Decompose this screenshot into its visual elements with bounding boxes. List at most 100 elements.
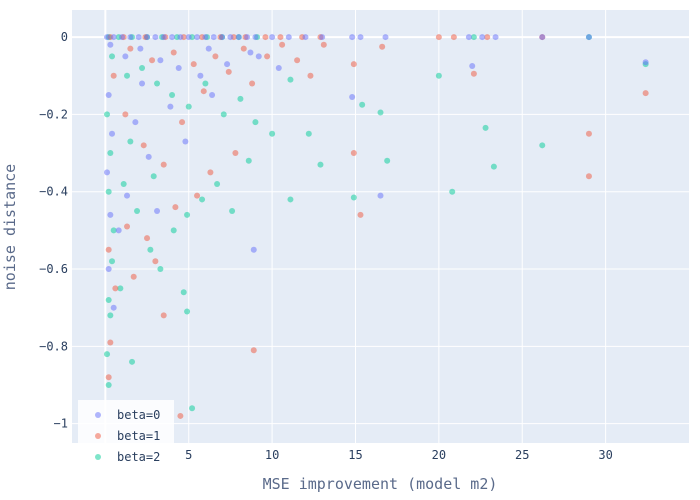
x-axis-title: MSE improvement (model m2) [263,475,498,493]
data-point-beta-2 [252,119,259,126]
data-point-beta-2 [237,95,244,102]
data-point-beta-2 [245,157,252,164]
data-point-beta-2 [490,163,497,170]
data-point-beta-2 [539,142,546,149]
data-point-beta-0 [194,34,201,41]
data-point-beta-2 [169,92,176,99]
data-point-beta-1 [320,41,327,48]
data-point-beta-0 [492,34,499,41]
legend-background [78,400,174,470]
plot-area [72,10,689,443]
data-point-beta-0 [244,34,251,41]
data-point-beta-0 [465,34,472,41]
x-tick-label: 20 [432,448,446,462]
data-point-beta-0 [247,49,254,56]
data-point-beta-1 [112,285,119,292]
data-point-beta-0 [135,34,142,41]
data-point-beta-0 [302,34,309,41]
data-point-beta-1 [350,61,357,68]
data-point-beta-1 [279,41,286,48]
data-point-beta-2 [384,157,391,164]
data-point-beta-2 [154,80,161,87]
data-point-beta-2 [287,76,294,83]
data-point-beta-0 [479,34,486,41]
legend-item-beta-1[interactable]: beta=1 [95,429,160,443]
legend[interactable]: beta=0 beta=1 beta=2 [78,400,174,470]
data-point-beta-2 [170,227,177,234]
data-point-beta-1 [124,223,131,230]
data-point-beta-1 [170,49,177,56]
data-point-beta-1 [177,412,184,419]
data-point-beta-2 [377,109,384,116]
data-point-beta-2 [305,130,312,137]
data-point-beta-0 [382,34,389,41]
x-tick-label: 25 [515,448,529,462]
data-point-beta-2 [107,312,114,319]
data-point-beta-2 [229,208,236,215]
data-point-beta-1 [307,72,314,79]
data-point-beta-0 [177,34,184,41]
data-point-beta-0 [227,34,234,41]
data-point-beta-0 [127,34,134,41]
data-point-beta-1 [140,142,147,149]
data-point-beta-0 [139,80,146,87]
data-point-beta-1 [642,90,649,97]
data-point-beta-1 [250,347,257,354]
data-point-beta-2 [105,382,112,389]
data-point-beta-2 [359,101,366,108]
data-points [104,34,649,419]
data-point-beta-0 [275,64,282,71]
data-point-beta-1 [225,68,232,75]
data-point-beta-2 [220,111,227,118]
data-point-beta-1 [160,161,167,168]
data-point-beta-0 [144,34,151,41]
data-point-beta-0 [235,34,242,41]
y-tick-label: −0.2 [39,107,68,121]
x-tick-label: 15 [348,448,362,462]
legend-item-beta-2[interactable]: beta=2 [95,450,160,464]
data-point-beta-2 [147,246,154,253]
data-point-beta-1 [190,61,197,68]
data-point-beta-2 [202,80,209,87]
data-point-beta-2 [134,208,141,215]
data-point-beta-1 [105,374,112,381]
data-point-beta-1 [264,53,271,60]
data-point-beta-0 [197,72,204,79]
data-point-beta-0 [105,92,112,99]
data-point-beta-0 [167,103,174,110]
data-point-beta-1 [585,173,592,180]
data-point-beta-0 [107,211,114,218]
data-point-beta-0 [250,246,257,253]
data-point-beta-2 [109,258,116,265]
data-point-beta-0 [115,227,122,234]
data-point-beta-2 [105,296,112,303]
data-point-beta-0 [219,34,226,41]
data-point-beta-0 [105,266,112,273]
data-point-beta-0 [252,34,259,41]
data-point-beta-0 [169,34,176,41]
data-point-beta-2 [189,405,196,412]
legend-marker [95,454,101,460]
data-point-beta-2 [157,266,164,273]
data-point-beta-2 [269,130,276,137]
data-point-beta-0 [175,64,182,71]
data-point-beta-0 [145,153,152,160]
data-point-beta-2 [184,308,191,315]
legend-label: beta=1 [117,429,160,443]
data-point-beta-0 [124,192,131,199]
data-point-beta-2 [120,180,127,187]
data-point-beta-0 [154,208,161,215]
data-point-beta-1 [212,53,219,60]
data-point-beta-1 [130,273,137,280]
legend-item-beta-0[interactable]: beta=0 [95,408,160,422]
y-axis-title: noise distance [1,164,19,290]
data-point-beta-0 [539,34,546,41]
data-point-beta-0 [110,304,117,311]
data-point-beta-0 [349,34,356,41]
data-point-beta-2 [105,188,112,195]
data-point-beta-1 [179,119,186,126]
data-point-beta-1 [249,80,256,87]
data-point-beta-0 [205,45,212,52]
data-point-beta-2 [185,103,192,110]
